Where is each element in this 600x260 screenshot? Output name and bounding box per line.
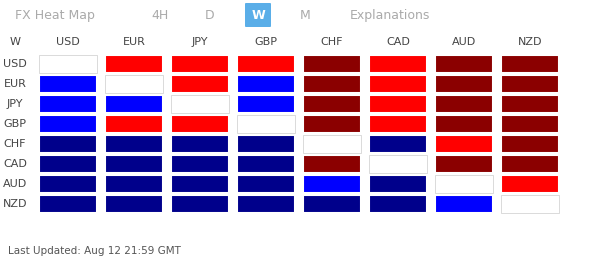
Text: NZD: NZD [518, 37, 542, 47]
Bar [105, 135, 163, 153]
Bar [237, 155, 295, 173]
Text: M: M [299, 9, 310, 22]
Text: AUD: AUD [452, 37, 476, 47]
Bar [39, 135, 97, 153]
Bar [435, 55, 493, 73]
Bar [501, 55, 559, 73]
Bar [171, 115, 229, 133]
Bar [171, 155, 229, 173]
Bar [501, 115, 559, 133]
Bar [369, 55, 427, 73]
Bar [237, 195, 295, 213]
Text: GBP: GBP [4, 119, 26, 129]
Text: CHF: CHF [4, 139, 26, 149]
Text: AUD: AUD [3, 179, 27, 189]
Bar [105, 55, 163, 73]
Bar [501, 135, 559, 153]
Bar [39, 115, 97, 133]
Bar [105, 195, 163, 213]
Bar [39, 75, 97, 93]
Text: EUR: EUR [122, 37, 145, 47]
Bar [435, 115, 493, 133]
Text: Last Updated: Aug 12 21:59 GMT: Last Updated: Aug 12 21:59 GMT [8, 246, 181, 256]
Text: JPY: JPY [192, 37, 208, 47]
Bar [369, 195, 427, 213]
Bar [105, 175, 163, 193]
Bar [369, 175, 427, 193]
Bar [303, 55, 361, 73]
Bar [501, 155, 559, 173]
Bar [303, 75, 361, 93]
Bar [237, 175, 295, 193]
Bar [501, 175, 559, 193]
Text: 4H: 4H [151, 9, 169, 22]
Text: USD: USD [3, 59, 27, 69]
Bar [237, 55, 295, 73]
Bar [237, 95, 295, 113]
Bar [171, 95, 229, 113]
Bar [303, 175, 361, 193]
Text: CAD: CAD [386, 37, 410, 47]
Bar [171, 175, 229, 193]
Bar [39, 195, 97, 213]
Bar [105, 155, 163, 173]
Bar [171, 75, 229, 93]
Text: GBP: GBP [254, 37, 277, 47]
Bar [435, 155, 493, 173]
Bar [105, 75, 163, 93]
Bar [39, 155, 97, 173]
FancyBboxPatch shape [245, 3, 271, 27]
Bar [303, 155, 361, 173]
Text: JPY: JPY [7, 99, 23, 109]
Bar [171, 55, 229, 73]
Bar [501, 195, 559, 213]
Bar [237, 135, 295, 153]
Bar [237, 75, 295, 93]
Bar [435, 75, 493, 93]
Text: EUR: EUR [4, 79, 26, 89]
Bar [105, 115, 163, 133]
Bar [171, 195, 229, 213]
Text: USD: USD [56, 37, 80, 47]
Bar [369, 155, 427, 173]
Bar [303, 135, 361, 153]
Bar [435, 195, 493, 213]
Text: CAD: CAD [3, 159, 27, 169]
Bar [303, 195, 361, 213]
Text: W: W [251, 9, 265, 22]
Bar [435, 175, 493, 193]
Text: W: W [10, 37, 20, 47]
Bar [435, 135, 493, 153]
Bar [369, 115, 427, 133]
Bar [369, 95, 427, 113]
Bar [237, 115, 295, 133]
Bar [501, 75, 559, 93]
Bar [369, 135, 427, 153]
Bar [39, 175, 97, 193]
Bar [171, 135, 229, 153]
Text: D: D [205, 9, 215, 22]
Bar [303, 95, 361, 113]
Text: FX Heat Map: FX Heat Map [15, 9, 95, 22]
Bar [39, 55, 97, 73]
Bar [105, 95, 163, 113]
Bar [369, 75, 427, 93]
Text: Explanations: Explanations [350, 9, 430, 22]
Bar [39, 95, 97, 113]
Text: CHF: CHF [321, 37, 343, 47]
Bar [501, 95, 559, 113]
Text: NZD: NZD [3, 199, 27, 209]
Bar [303, 115, 361, 133]
Bar [435, 95, 493, 113]
